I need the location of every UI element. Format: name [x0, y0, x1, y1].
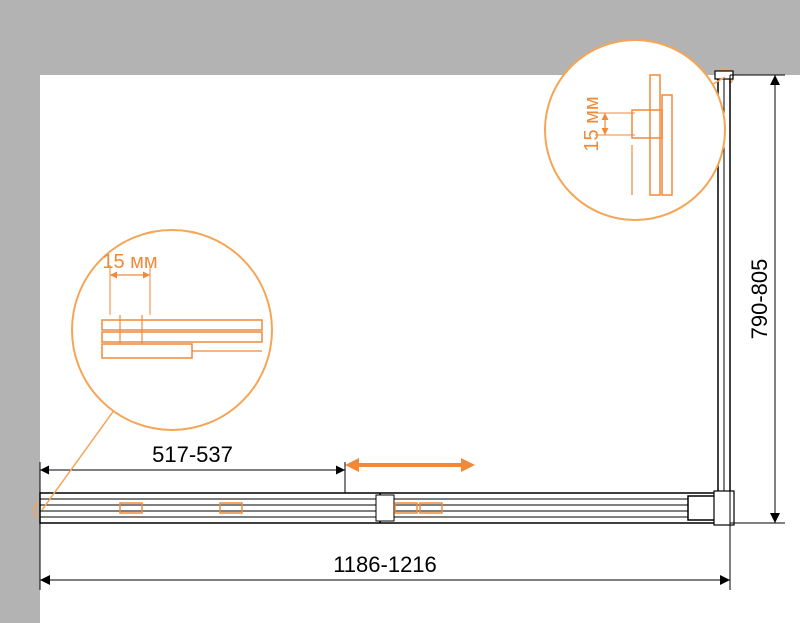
technical-drawing: 1186-1216 790-805 517-537 15 мм 15 мм [0, 0, 800, 623]
dim-overall-height: 790-805 [747, 259, 772, 340]
detail-left-label: 15 мм [102, 251, 157, 273]
detail-circle-right [545, 40, 725, 220]
detail-right-label: 15 мм [581, 96, 603, 151]
dim-overall-width: 1186-1216 [333, 552, 437, 577]
dim-fixed-panel: 517-537 [152, 442, 233, 467]
